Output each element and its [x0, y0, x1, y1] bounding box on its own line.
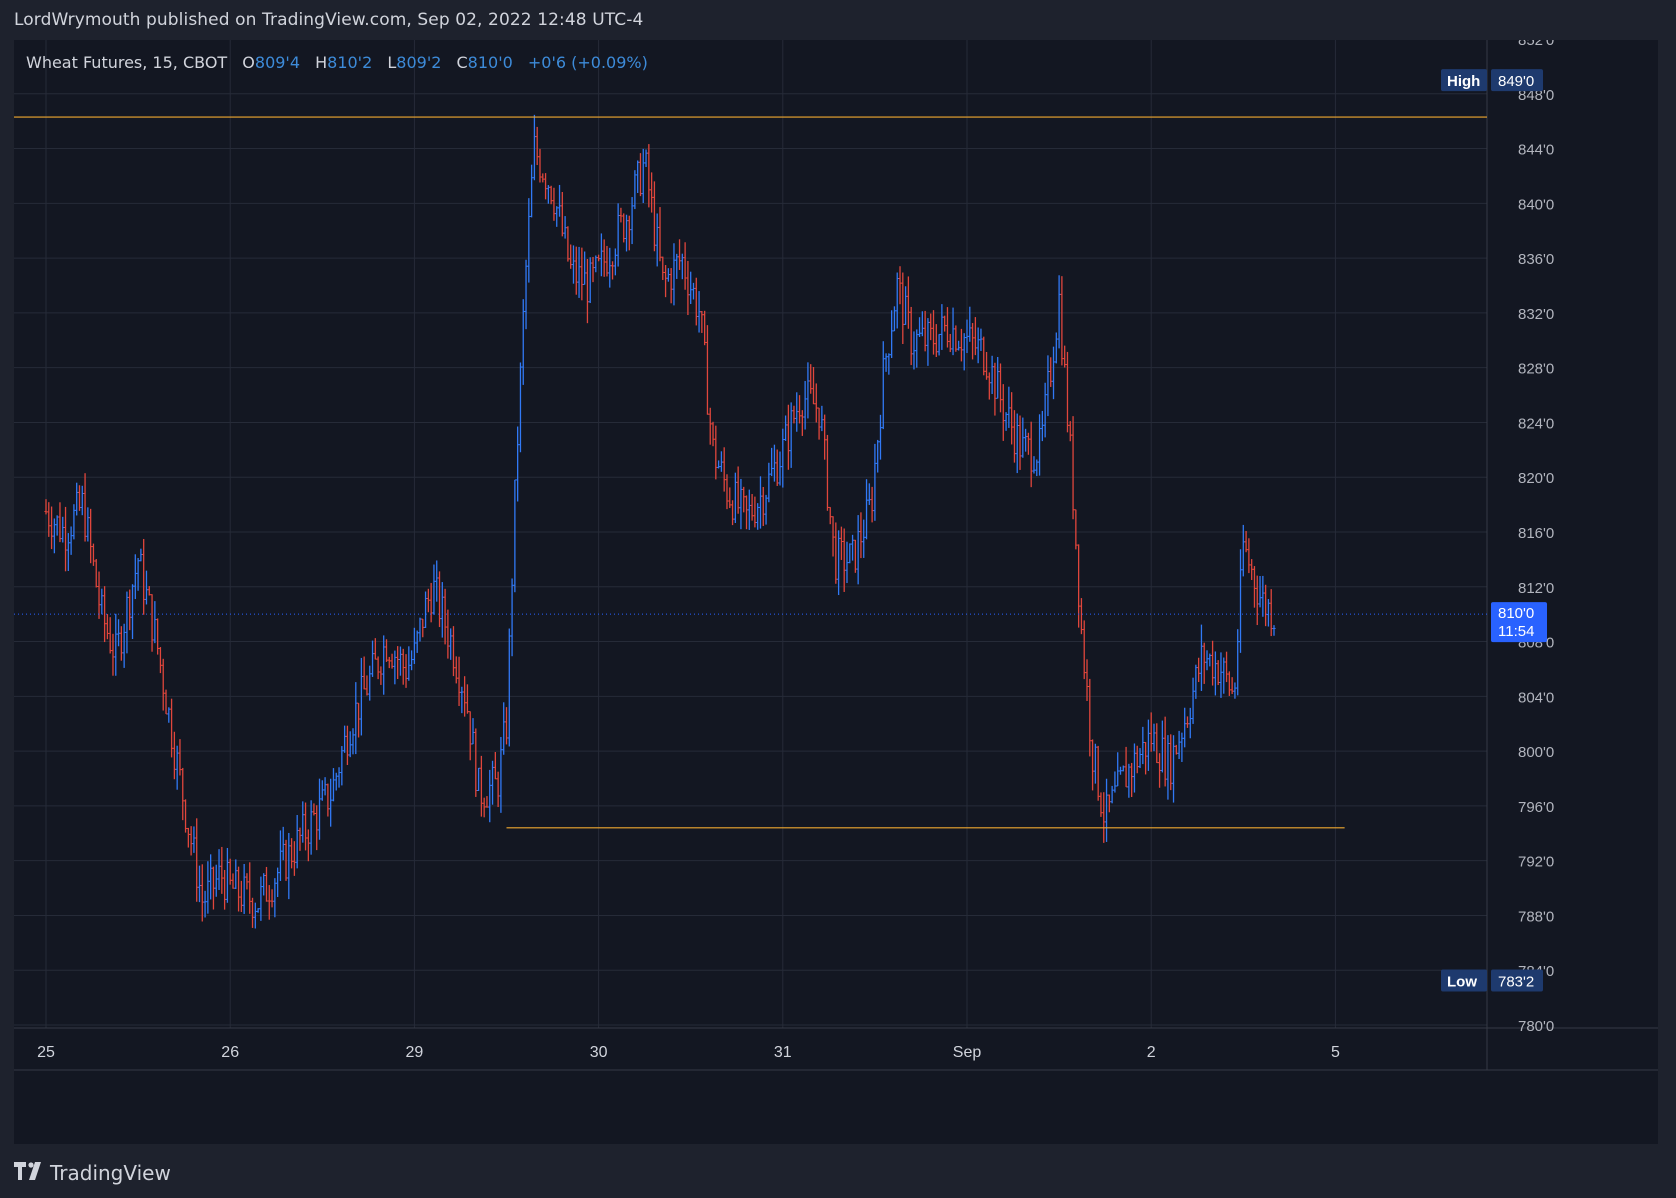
time-tick-label: 25	[37, 1044, 55, 1061]
high-label-bg	[1441, 69, 1487, 92]
price-tick-label: 824'0	[1518, 415, 1554, 432]
low-value: 809'2	[396, 53, 442, 72]
price-tick-label: 828'0	[1518, 361, 1554, 378]
price-tick-label: 820'0	[1518, 470, 1554, 487]
price-tick-label: 800'0	[1518, 744, 1554, 761]
last-price-badge	[1491, 602, 1547, 643]
high-label: H	[315, 53, 328, 72]
price-tick-label: 804'0	[1518, 689, 1554, 706]
symbol-name: Wheat Futures, 15, CBOT	[26, 53, 228, 72]
low-value-bg	[1491, 969, 1543, 992]
price-tick-label: 816'0	[1518, 525, 1554, 542]
change-value: +0'6 (+0.09%)	[527, 53, 648, 72]
time-tick-label: 2	[1147, 1044, 1156, 1061]
price-tick-label: 796'0	[1518, 799, 1554, 816]
time-tick-label: 29	[406, 1044, 424, 1061]
price-tick-label: 844'0	[1518, 142, 1554, 159]
published-header: LordWrymouth published on TradingView.co…	[14, 10, 644, 30]
price-tick-label: 780'0	[1518, 1018, 1554, 1035]
price-tick-label: 788'0	[1518, 908, 1554, 925]
time-tick-label: 31	[774, 1044, 792, 1061]
brand-name: TradingView	[50, 1161, 171, 1185]
open-label: O	[242, 53, 255, 72]
price-tick-label: 812'0	[1518, 580, 1554, 597]
low-label-bg	[1441, 969, 1487, 992]
price-tick-label: 852'0	[1518, 40, 1554, 49]
low-value: 783'2	[1498, 973, 1534, 990]
close-value: 810'0	[467, 53, 513, 72]
time-tick-label: 30	[590, 1044, 608, 1061]
chart-frame[interactable]: 852'0 848'0 844'0 840'0 836'0 832'0 828'0 824'0…	[14, 40, 1658, 1144]
ohlc-chart[interactable]: 852'0848'0844'0840'0836'0832'0828'0824'0…	[14, 40, 1658, 1144]
price-tick-label: 840'0	[1518, 196, 1554, 213]
bar-countdown: 11:54	[1498, 623, 1534, 640]
symbol-legend: Wheat Futures, 15, CBOT O809'4 H810'2 L8…	[26, 53, 648, 72]
close-label: C	[456, 53, 468, 72]
time-tick-label: 5	[1331, 1044, 1340, 1061]
low-label: Low	[1447, 973, 1477, 990]
high-label: High	[1447, 73, 1480, 90]
price-tick-label: 836'0	[1518, 251, 1554, 268]
high-value-bg	[1491, 69, 1543, 92]
high-value: 849'0	[1498, 73, 1534, 90]
low-label: L	[387, 53, 397, 72]
price-tick-label: 832'0	[1518, 306, 1554, 323]
time-tick-label: 26	[221, 1044, 239, 1061]
price-tick-label: 792'0	[1518, 854, 1554, 871]
last-price-value: 810'0	[1498, 605, 1534, 622]
footer-brand[interactable]: TradingView	[14, 1161, 171, 1185]
tradingview-logo-icon	[14, 1161, 44, 1185]
time-tick-label: Sep	[953, 1044, 982, 1061]
open-value: 809'4	[254, 53, 301, 72]
high-value: 810'2	[327, 53, 373, 72]
